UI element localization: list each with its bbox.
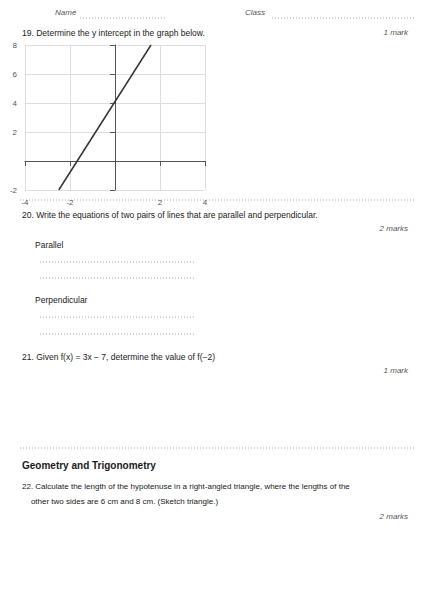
- svg-text:2 marks: 2 marks: [379, 224, 408, 233]
- svg-text:other two sides are 6 cm and 8: other two sides are 6 cm and 8 cm. (Sket…: [22, 497, 218, 506]
- svg-text:20. Write the equations of two: 20. Write the equations of two pairs of …: [22, 210, 318, 220]
- svg-text:4: 4: [13, 99, 18, 108]
- svg-text:Perpendicular: Perpendicular: [35, 295, 88, 305]
- svg-text:-4: -4: [21, 198, 29, 207]
- svg-text:21. Given f(x) = 3x − 7, deter: 21. Given f(x) = 3x − 7, determine the v…: [22, 352, 215, 362]
- svg-text:1 mark: 1 mark: [384, 28, 409, 37]
- svg-text:Geometry and Trigonometry: Geometry and Trigonometry: [22, 460, 156, 471]
- svg-text:-2: -2: [66, 198, 74, 207]
- svg-text:Parallel: Parallel: [35, 240, 63, 250]
- svg-text:22. Calculate the length of th: 22. Calculate the length of the hypotenu…: [22, 482, 350, 491]
- svg-text:2: 2: [13, 128, 18, 137]
- svg-text:6: 6: [13, 70, 18, 79]
- svg-text:19. Determine the y intercept: 19. Determine the y intercept in the gra…: [22, 28, 205, 38]
- svg-text:Name: Name: [55, 8, 77, 17]
- svg-text:-2: -2: [10, 186, 18, 195]
- svg-text:8: 8: [13, 41, 18, 50]
- svg-text:Class: Class: [245, 8, 265, 17]
- svg-text:1 mark: 1 mark: [384, 366, 409, 375]
- svg-text:2 marks: 2 marks: [379, 512, 408, 521]
- svg-text:4: 4: [203, 198, 208, 207]
- svg-text:2: 2: [158, 198, 163, 207]
